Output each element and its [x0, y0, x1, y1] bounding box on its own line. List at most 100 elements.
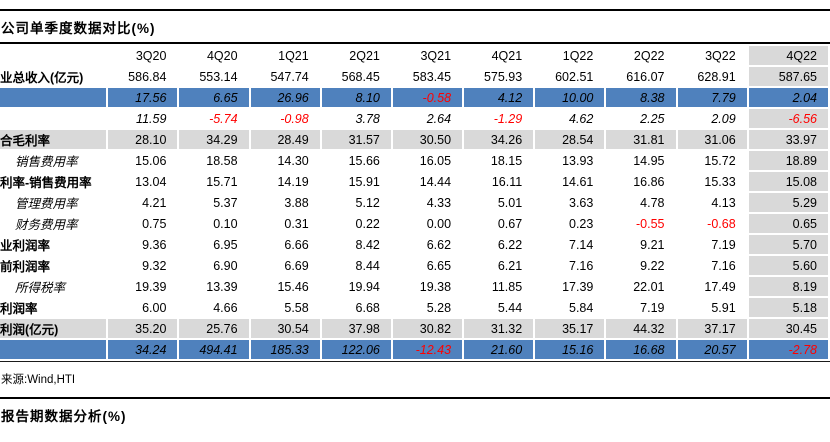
table-cell: 9.36 — [142, 237, 167, 252]
table-cell: 10.00 — [535, 88, 605, 107]
table-cell: 16.86 — [633, 174, 665, 189]
table-row: 管理费用率 4.21 5.37 3.88 5.12 4.33 5.01 3.63 4.78 4.1… — [0, 193, 828, 212]
table-cell: 6.62 — [426, 237, 452, 252]
column-header: 2Q21 — [349, 48, 380, 63]
column-header: 4Q21 — [491, 48, 523, 63]
table-cell: 5.84 — [569, 300, 594, 315]
table-cell: 22.01 — [633, 279, 665, 294]
row-label: 业利润率 — [0, 239, 51, 253]
table-cell: -12.43 — [392, 340, 463, 359]
table-cell: 4.78 — [640, 195, 665, 210]
table-cell: 14.61 — [562, 174, 594, 189]
table-cell: 8.44 — [355, 258, 380, 273]
table-cell: 587.65 — [748, 67, 828, 86]
column-header: 1Q21 — [278, 48, 309, 63]
table-cell: 7.19 — [640, 300, 665, 315]
table-cell: -0.58 — [392, 88, 463, 107]
table-cell: 2.04 — [748, 88, 828, 107]
row-label: 管理费用率 — [15, 197, 78, 211]
table-cell: 0.75 — [142, 216, 167, 231]
table-cell: 4.12 — [464, 88, 534, 107]
table-cell: 19.38 — [419, 279, 452, 294]
row-label: 合毛利率 — [0, 130, 107, 149]
table-cell: 30.54 — [250, 319, 320, 338]
table-cell: 6.95 — [213, 237, 238, 252]
table-cell: 575.93 — [483, 69, 523, 84]
table-row: 销售费用率 15.06 18.58 14.30 15.66 16.05 18.15 13.93… — [0, 151, 828, 170]
table-cell: 13.04 — [135, 174, 167, 189]
table-cell: 19.39 — [135, 279, 167, 294]
table-cell: 37.98 — [321, 319, 391, 338]
table-row: 利润率 6.00 4.66 5.58 6.68 5.28 5.44 5.84 7.19 5.91 5… — [0, 298, 828, 317]
table-row: 利润(亿元) 35.20 25.76 30.54 37.98 30.82 31.32 35.1… — [0, 319, 828, 338]
table-cell: 553.14 — [199, 69, 238, 84]
row-label: 利润(亿元) — [0, 319, 107, 338]
table-row: 34.24 494.41 185.33 122.06 -12.43 21.60 15.16 1… — [0, 340, 828, 359]
table-cell: 6.69 — [284, 258, 309, 273]
table-row: 财务费用率 0.75 0.10 0.31 0.22 0.00 0.67 0.23 -0.55 -0… — [0, 214, 828, 233]
table-cell: 583.45 — [412, 69, 452, 84]
table-cell: 6.90 — [213, 258, 238, 273]
table-cell: -2.78 — [748, 340, 828, 359]
table-cell: 11.59 — [136, 111, 167, 126]
table-title: 公司单季度数据对比(%) — [1, 21, 156, 36]
column-header: 3Q22 — [705, 48, 736, 63]
table-cell: 8.42 — [355, 237, 380, 252]
table-cell: 3.88 — [284, 195, 309, 210]
row-label — [0, 88, 107, 107]
table-cell: 20.57 — [677, 340, 747, 359]
table-cell: 13.39 — [206, 279, 238, 294]
table-cell: 5.44 — [497, 300, 523, 315]
table-cell: 4.21 — [142, 195, 167, 210]
table-cell: 15.91 — [348, 174, 380, 189]
table-cell: 6.00 — [142, 300, 167, 315]
table-cell: 15.06 — [135, 153, 167, 168]
table-cell: 4.62 — [569, 111, 594, 126]
table-cell: 31.06 — [677, 130, 747, 149]
table-cell: 5.60 — [748, 256, 828, 275]
table-cell: 494.41 — [179, 340, 249, 359]
table-cell: 14.44 — [419, 174, 452, 189]
table-cell: 16.11 — [491, 174, 523, 189]
table-cell: 3.78 — [355, 111, 380, 126]
table-cell: 16.05 — [419, 153, 452, 168]
table-cell: 602.51 — [555, 69, 594, 84]
table-cell: 8.10 — [321, 88, 391, 107]
table-cell: 6.65 — [179, 88, 249, 107]
table-cell: 13.93 — [562, 153, 594, 168]
top-divider — [0, 9, 830, 11]
section-divider — [0, 397, 830, 399]
table-cell: 37.17 — [677, 319, 747, 338]
table-cell: 547.74 — [270, 69, 309, 84]
table-cell: 9.21 — [640, 237, 665, 252]
table-cell: 0.10 — [213, 216, 238, 231]
quarterly-data-table: 3Q20 4Q20 1Q21 2Q21 3Q21 4Q21 1Q22 2Q22 3Q22 4Q22… — [0, 44, 830, 361]
table-cell: 17.49 — [704, 279, 736, 294]
table-cell: 15.66 — [348, 153, 380, 168]
column-header: 3Q21 — [420, 48, 452, 63]
table-cell: 616.07 — [626, 69, 665, 84]
table-cell: 6.68 — [355, 300, 380, 315]
row-label — [0, 340, 107, 359]
table-bottom-divider — [0, 361, 830, 362]
table-row: 17.56 6.65 26.96 8.10 -0.58 4.12 10.00 8.38 7.79… — [0, 88, 828, 107]
table-cell: 15.71 — [206, 174, 238, 189]
table-cell: -5.74 — [209, 111, 238, 126]
table-cell: 7.14 — [569, 237, 594, 252]
table-cell: 15.72 — [704, 153, 736, 168]
table-cell: 28.10 — [108, 130, 178, 149]
table-cell: 8.38 — [606, 88, 676, 107]
table-cell: 26.96 — [250, 88, 320, 107]
table-cell: 5.91 — [711, 300, 736, 315]
table-cell: 34.26 — [464, 130, 534, 149]
table-cell: 30.82 — [392, 319, 463, 338]
table-cell: 5.37 — [213, 195, 238, 210]
table-cell: 34.24 — [108, 340, 178, 359]
table-cell: 6.21 — [497, 258, 523, 273]
table-cell: 185.33 — [250, 340, 320, 359]
table-cell: 628.91 — [697, 69, 736, 84]
table-cell: 3.63 — [569, 195, 594, 210]
table-cell: 7.79 — [677, 88, 747, 107]
table-cell: -1.29 — [493, 111, 523, 126]
bottom-section-title: 报告期数据分析(%) — [1, 409, 127, 424]
